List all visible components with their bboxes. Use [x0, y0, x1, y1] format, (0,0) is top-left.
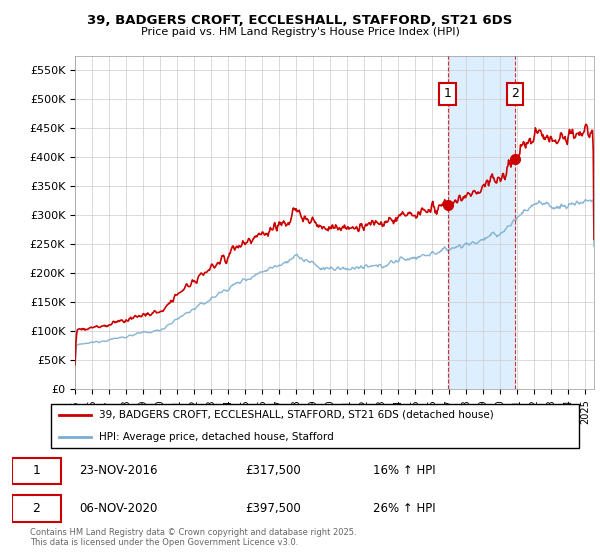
Text: Contains HM Land Registry data © Crown copyright and database right 2025.
This d: Contains HM Land Registry data © Crown c…	[30, 528, 356, 547]
FancyBboxPatch shape	[50, 404, 580, 449]
Text: 26% ↑ HPI: 26% ↑ HPI	[373, 502, 436, 515]
Text: HPI: Average price, detached house, Stafford: HPI: Average price, detached house, Staf…	[99, 432, 334, 442]
Text: 39, BADGERS CROFT, ECCLESHALL, STAFFORD, ST21 6DS (detached house): 39, BADGERS CROFT, ECCLESHALL, STAFFORD,…	[99, 410, 493, 420]
FancyBboxPatch shape	[12, 458, 61, 484]
Text: £397,500: £397,500	[245, 502, 301, 515]
FancyBboxPatch shape	[12, 495, 61, 522]
Text: 1: 1	[32, 464, 40, 477]
Text: £317,500: £317,500	[245, 464, 301, 477]
Text: 2: 2	[511, 87, 519, 100]
Bar	[448, 56, 515, 389]
Text: 16% ↑ HPI: 16% ↑ HPI	[373, 464, 436, 477]
Text: 1: 1	[444, 87, 452, 100]
Text: 39, BADGERS CROFT, ECCLESHALL, STAFFORD, ST21 6DS: 39, BADGERS CROFT, ECCLESHALL, STAFFORD,…	[88, 14, 512, 27]
Text: 2: 2	[32, 502, 40, 515]
Text: 23-NOV-2016: 23-NOV-2016	[79, 464, 157, 477]
Text: Price paid vs. HM Land Registry's House Price Index (HPI): Price paid vs. HM Land Registry's House …	[140, 27, 460, 37]
Text: 06-NOV-2020: 06-NOV-2020	[79, 502, 157, 515]
